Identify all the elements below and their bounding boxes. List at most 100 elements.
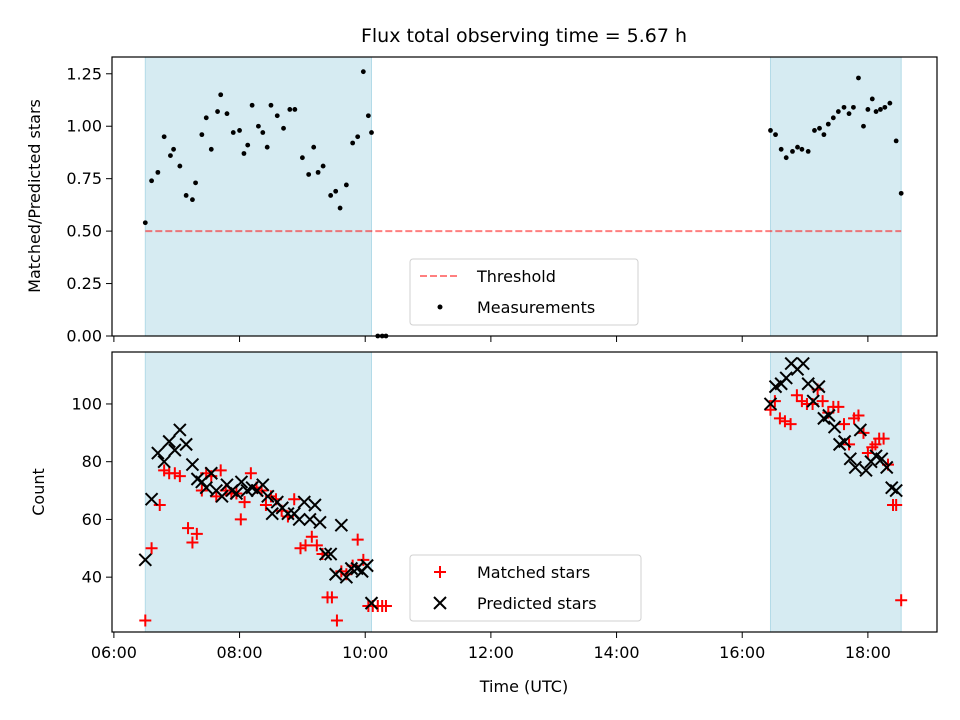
measurement-point bbox=[795, 144, 800, 150]
matched-star-point bbox=[325, 591, 338, 604]
predicted-star-point bbox=[313, 515, 327, 530]
matched-star-point bbox=[234, 513, 247, 526]
measurement-point bbox=[215, 109, 220, 114]
matched-star-point bbox=[357, 553, 370, 566]
matched-star-point bbox=[294, 542, 307, 555]
measurement-point bbox=[830, 115, 836, 121]
predicted-star-point bbox=[199, 480, 213, 495]
predicted-star-point bbox=[853, 423, 868, 437]
measurement-point bbox=[224, 111, 230, 117]
matched-star-point bbox=[784, 418, 797, 431]
matched-star-point bbox=[186, 536, 199, 549]
measurement-point bbox=[856, 75, 861, 81]
bottom-y-tick-label: 40 bbox=[82, 568, 102, 587]
x-tick-label: 18:00 bbox=[845, 643, 891, 662]
top-y-tick-label: 1.00 bbox=[66, 117, 102, 136]
predicted-star-point bbox=[308, 498, 322, 512]
predicted-star-point bbox=[843, 452, 857, 466]
top-y-tick-label: 1.25 bbox=[66, 64, 102, 83]
predicted-star-point bbox=[801, 377, 815, 391]
measurement-point bbox=[264, 144, 270, 150]
measurement-point bbox=[355, 134, 361, 140]
measurement-point bbox=[274, 113, 280, 119]
predicted-star-point bbox=[360, 558, 374, 573]
matched-star-point bbox=[843, 438, 856, 451]
matched-star-point bbox=[895, 594, 908, 607]
predicted-star-point bbox=[215, 489, 229, 504]
matched-star-point bbox=[351, 533, 364, 546]
legend-predicted-label: Predicted stars bbox=[477, 594, 597, 613]
measurement-point bbox=[898, 190, 904, 196]
matched-star-point bbox=[778, 415, 791, 428]
matched-star-point bbox=[182, 522, 195, 535]
measurement-point bbox=[287, 107, 293, 112]
measurement-point bbox=[168, 153, 173, 158]
predicted-star-point bbox=[157, 454, 171, 469]
top-shaded-span-0 bbox=[144, 56, 373, 337]
matched-star-point bbox=[158, 464, 171, 477]
measurement-point bbox=[260, 130, 266, 135]
matched-star-point bbox=[790, 389, 803, 402]
matched-star-point bbox=[764, 403, 777, 416]
predicted-star-point bbox=[889, 483, 903, 498]
measurement-point bbox=[783, 155, 789, 161]
measurement-point bbox=[821, 132, 827, 138]
measurement-point bbox=[799, 146, 805, 152]
measurement-point bbox=[778, 146, 784, 152]
measurement-point bbox=[306, 172, 312, 177]
measurement-point bbox=[183, 193, 189, 198]
predicted-star-point bbox=[328, 567, 343, 581]
x-tick-label: 12:00 bbox=[468, 643, 514, 662]
predicted-star-point bbox=[334, 518, 349, 532]
predicted-star-point bbox=[185, 457, 200, 472]
top-y-tick-label: 0.75 bbox=[66, 169, 102, 188]
legend-measurements-label: Measurements bbox=[477, 298, 595, 317]
measurement-point bbox=[805, 148, 811, 154]
predicted-star-point bbox=[138, 553, 153, 567]
matched-star-point bbox=[795, 395, 808, 408]
x-axis-label: Time (UTC) bbox=[479, 677, 568, 696]
measurement-point bbox=[193, 180, 198, 186]
x-tick-label: 08:00 bbox=[216, 643, 262, 662]
measurement-point bbox=[149, 178, 154, 184]
matched-star-point bbox=[379, 600, 392, 613]
matched-star-point bbox=[852, 409, 865, 422]
measurement-point bbox=[350, 140, 356, 146]
predicted-star-point bbox=[827, 420, 842, 434]
predicted-star-point bbox=[318, 547, 333, 561]
matched-star-point bbox=[145, 542, 158, 555]
legend-measurements-swatch bbox=[437, 304, 443, 310]
measurement-point bbox=[768, 128, 773, 133]
predicted-star-point bbox=[151, 446, 165, 460]
measurement-point bbox=[365, 113, 371, 119]
measurement-point bbox=[812, 128, 817, 133]
matched-star-point bbox=[890, 498, 903, 511]
matched-star-point bbox=[330, 614, 343, 627]
predicted-star-point bbox=[763, 397, 778, 411]
matched-star-point bbox=[238, 496, 251, 509]
predicted-star-point bbox=[344, 561, 359, 576]
measurement-point bbox=[320, 163, 326, 169]
matched-star-point bbox=[214, 464, 227, 477]
predicted-star-point bbox=[281, 506, 295, 521]
matched-star-point bbox=[299, 539, 312, 552]
matched-star-point bbox=[190, 527, 203, 540]
x-tick-label: 10:00 bbox=[342, 643, 388, 662]
measurement-point bbox=[878, 107, 883, 112]
bottom-legend-box bbox=[409, 554, 642, 622]
measurement-point bbox=[268, 102, 274, 108]
bottom-legend: Matched stars Predicted stars bbox=[409, 554, 642, 622]
measurement-point bbox=[142, 220, 148, 226]
measurement-point bbox=[817, 125, 822, 131]
measurement-point bbox=[835, 109, 841, 114]
predicted-star-point bbox=[837, 434, 852, 449]
measurement-point bbox=[230, 130, 236, 135]
top-shaded-span-1 bbox=[769, 56, 902, 337]
matched-star-point bbox=[195, 484, 208, 497]
measurement-point bbox=[369, 130, 374, 135]
predicted-star-point bbox=[874, 452, 889, 466]
measurement-point bbox=[873, 109, 879, 114]
bottom-y-tick-label: 100 bbox=[71, 394, 102, 413]
bottom-y-tick-label: 80 bbox=[82, 452, 102, 471]
